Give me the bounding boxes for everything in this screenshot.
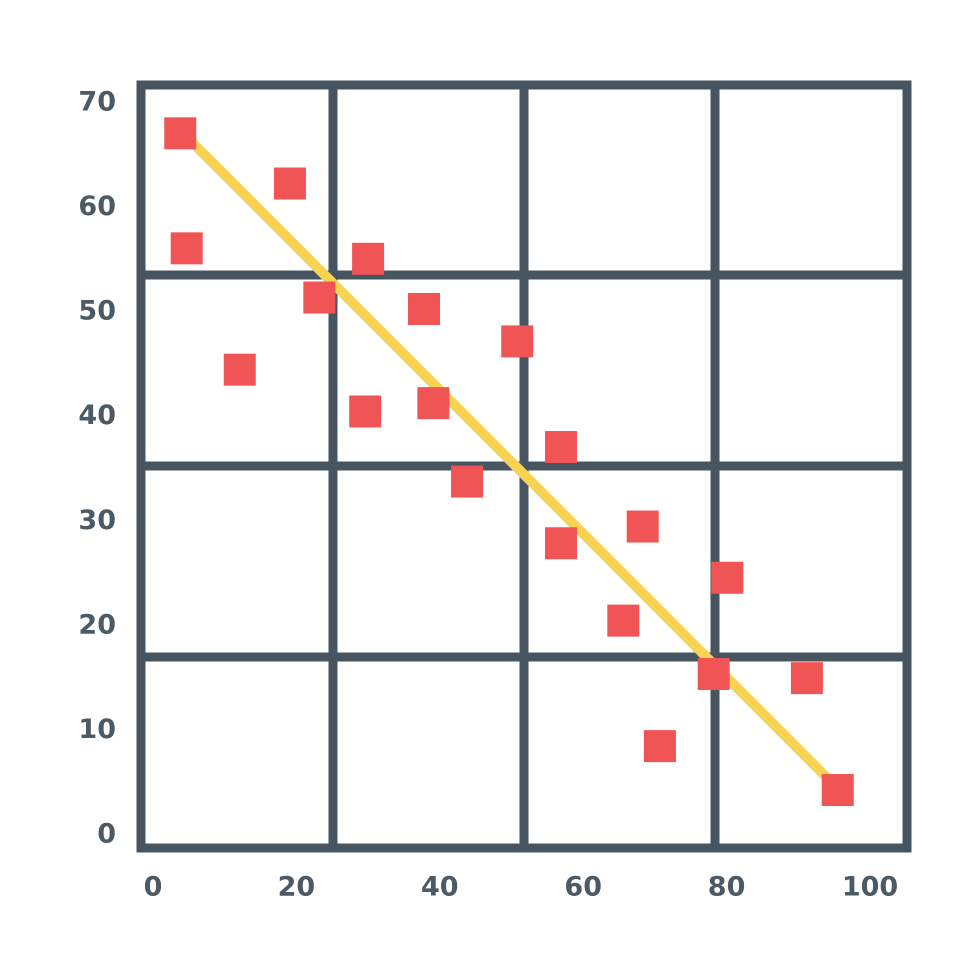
y-tick-label: 20	[78, 609, 116, 640]
point	[790, 662, 823, 695]
trend-line	[181, 131, 834, 785]
point	[501, 325, 534, 358]
x-tick-label: 80	[708, 872, 746, 903]
y-tick-label: 40	[78, 400, 116, 431]
point	[544, 431, 577, 464]
x-tick-label: 0	[144, 872, 163, 903]
y-tick-label: 70	[78, 87, 116, 118]
y-tick-label: 10	[78, 714, 116, 745]
y-tick-label: 30	[78, 505, 116, 536]
point	[607, 604, 640, 637]
x-tick-label: 20	[278, 872, 316, 903]
point	[626, 510, 659, 543]
point	[352, 242, 385, 275]
x-tick-label: 40	[421, 872, 459, 903]
y-tick-label: 50	[78, 296, 116, 327]
point	[711, 561, 744, 594]
point	[170, 232, 203, 265]
point	[223, 353, 256, 386]
point	[303, 281, 336, 314]
y-tick-label: 60	[78, 191, 116, 222]
point	[273, 167, 306, 200]
x-tick-label: 100	[842, 872, 898, 903]
point	[821, 774, 854, 807]
point	[408, 293, 441, 326]
y-tick-label: 0	[97, 819, 116, 850]
point	[417, 387, 450, 420]
grid-frame	[136, 80, 912, 853]
point	[451, 465, 484, 498]
point	[697, 657, 730, 690]
point	[164, 117, 197, 150]
point	[349, 395, 382, 428]
x-tick-label: 60	[564, 872, 602, 903]
point	[544, 527, 577, 560]
point	[643, 730, 676, 763]
